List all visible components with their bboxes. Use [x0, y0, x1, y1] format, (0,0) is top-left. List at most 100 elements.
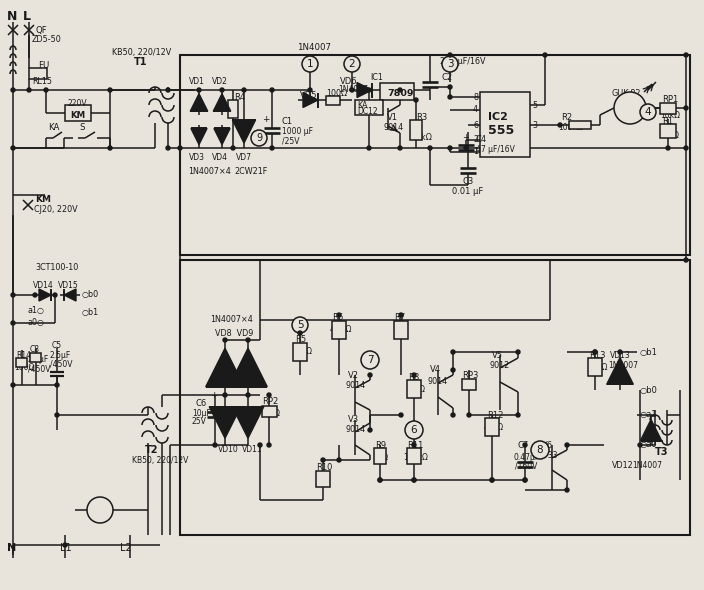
Text: 1N4007: 1N4007 [608, 362, 638, 371]
Bar [569, 121, 591, 129]
Circle shape [640, 104, 656, 120]
Circle shape [321, 458, 325, 462]
Text: KB50, 220/12V: KB50, 220/12V [132, 455, 189, 464]
Text: ○a0: ○a0 [640, 441, 658, 450]
Text: 220V: 220V [68, 99, 87, 107]
Bar [29, 68, 47, 79]
Circle shape [638, 443, 642, 447]
Circle shape [44, 88, 48, 92]
Circle shape [270, 146, 274, 150]
Text: /160V: /160V [515, 461, 537, 470]
Text: 390Ω: 390Ω [587, 362, 608, 372]
Bar [407, 448, 421, 464]
Text: 8: 8 [473, 93, 478, 101]
Polygon shape [64, 289, 76, 301]
Text: 10kΩ: 10kΩ [660, 110, 680, 120]
Circle shape [414, 98, 418, 102]
Text: 2: 2 [473, 136, 478, 145]
Bar [660, 103, 676, 114]
Circle shape [308, 88, 312, 92]
Circle shape [378, 478, 382, 482]
Text: V6: V6 [542, 441, 553, 450]
Bar [480, 92, 530, 157]
Text: V2: V2 [348, 371, 359, 379]
Text: R1: R1 [662, 117, 673, 126]
Text: 6: 6 [410, 425, 417, 435]
Circle shape [213, 443, 217, 447]
Text: 9014: 9014 [384, 123, 404, 133]
Polygon shape [303, 93, 318, 107]
Text: 1: 1 [473, 148, 478, 156]
Text: BT33: BT33 [538, 451, 558, 461]
Circle shape [448, 53, 452, 57]
Text: 1N4007×4: 1N4007×4 [188, 168, 231, 176]
Text: T1: T1 [134, 57, 148, 67]
Text: VD3: VD3 [189, 153, 205, 162]
Circle shape [398, 146, 402, 150]
Polygon shape [607, 358, 634, 384]
Bar [30, 353, 41, 362]
Circle shape [464, 146, 468, 150]
Circle shape [223, 338, 227, 342]
Circle shape [267, 443, 271, 447]
Circle shape [684, 146, 688, 150]
Circle shape [398, 88, 402, 92]
Text: R10: R10 [316, 464, 332, 473]
Text: 4.7kΩ: 4.7kΩ [330, 326, 353, 335]
Circle shape [467, 413, 471, 417]
Polygon shape [357, 83, 372, 97]
Bar [180, 55, 690, 255]
Text: C5: C5 [52, 340, 62, 349]
Text: 1: 1 [307, 59, 313, 69]
Circle shape [516, 350, 520, 354]
Text: ZD5-50: ZD5-50 [32, 35, 62, 44]
Text: 100kΩ: 100kΩ [403, 453, 428, 461]
Polygon shape [191, 129, 207, 145]
Polygon shape [213, 94, 231, 112]
Circle shape [405, 421, 423, 439]
Text: /450V: /450V [50, 359, 73, 369]
Circle shape [684, 106, 688, 110]
Text: 0.01 μF: 0.01 μF [453, 188, 484, 196]
Bar [462, 379, 476, 390]
Circle shape [11, 383, 15, 387]
Circle shape [523, 478, 527, 482]
Text: L1: L1 [60, 543, 72, 553]
Text: 20kΩ: 20kΩ [660, 130, 680, 139]
Circle shape [108, 88, 112, 92]
Text: 3: 3 [532, 120, 537, 129]
Text: 4: 4 [473, 106, 478, 114]
Circle shape [11, 88, 15, 92]
Text: VD13: VD13 [610, 350, 631, 359]
Circle shape [399, 313, 403, 317]
Text: VD8  VD9: VD8 VD9 [215, 329, 253, 337]
Text: R12: R12 [487, 411, 503, 419]
Circle shape [267, 393, 271, 397]
Circle shape [451, 368, 455, 372]
Text: C4: C4 [476, 136, 487, 145]
Text: S: S [79, 123, 84, 133]
Text: C7: C7 [518, 441, 529, 450]
Text: 1N4007×4: 1N4007×4 [210, 316, 253, 325]
Text: 6: 6 [473, 120, 478, 129]
Text: R13: R13 [589, 350, 605, 359]
Circle shape [684, 53, 688, 57]
Circle shape [361, 351, 379, 369]
Circle shape [684, 258, 688, 262]
Circle shape [428, 146, 432, 150]
Text: N: N [7, 543, 16, 553]
Text: +: + [210, 391, 218, 399]
Text: /25V: /25V [282, 136, 299, 146]
Text: R3: R3 [416, 113, 427, 123]
Bar [410, 120, 422, 140]
Bar [262, 406, 277, 417]
Bar [588, 358, 602, 376]
Text: IC1: IC1 [370, 73, 383, 81]
Text: KB50, 220/12V: KB50, 220/12V [112, 48, 171, 57]
Polygon shape [232, 120, 256, 143]
Circle shape [197, 88, 201, 92]
Bar [228, 100, 238, 118]
Text: 9: 9 [256, 133, 262, 143]
Bar [326, 96, 340, 105]
Circle shape [618, 350, 622, 354]
